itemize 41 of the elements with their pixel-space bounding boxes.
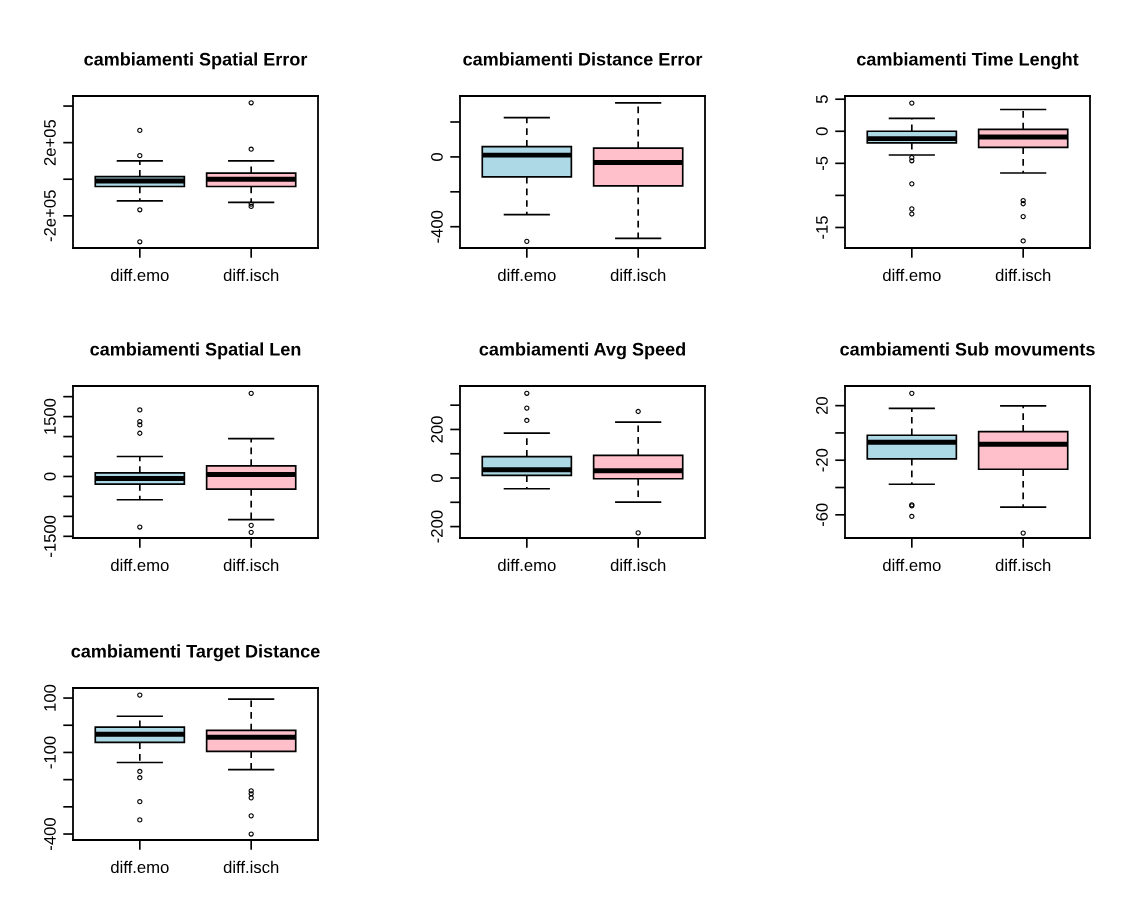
chart-title: cambiamenti Distance Error bbox=[463, 52, 703, 66]
chart-title: cambiamenti Target Distance bbox=[71, 644, 320, 662]
y-tick-label: 0 bbox=[44, 472, 56, 481]
y-tick-label: 0 bbox=[431, 474, 443, 483]
chart-title: cambiamenti Spatial Error bbox=[84, 52, 308, 70]
x-tick-label: diff.emo bbox=[111, 558, 169, 572]
chart-title: cambiamenti Spatial Len bbox=[90, 342, 301, 360]
y-tick-label: -400 bbox=[44, 817, 56, 850]
x-tick-label: diff.emo bbox=[498, 268, 556, 282]
y-tick-label: -400 bbox=[431, 210, 443, 243]
x-tick-label: diff.emo bbox=[498, 558, 556, 572]
y-tick-label: 0 bbox=[431, 152, 443, 161]
y-tick-label: -15 bbox=[816, 216, 828, 239]
y-tick-label: -60 bbox=[816, 503, 828, 527]
y-tick-label: 200 bbox=[431, 416, 443, 443]
y-tick-label: -100 bbox=[44, 736, 56, 769]
chart-title: cambiamenti Avg Speed bbox=[479, 342, 685, 360]
y-tick-label: -20 bbox=[816, 448, 828, 472]
x-tick-label: diff.emo bbox=[111, 268, 169, 282]
y-tick-label: 20 bbox=[816, 397, 828, 415]
x-tick-label: diff.emo bbox=[883, 268, 941, 282]
y-tick-label: 0 bbox=[816, 127, 828, 136]
y-tick-label: -5 bbox=[816, 156, 828, 171]
y-tick-label: 100 bbox=[44, 684, 56, 711]
y-tick-label: -1500 bbox=[44, 515, 56, 557]
x-tick-label: diff.isch bbox=[995, 558, 1051, 572]
x-tick-label: diff.emo bbox=[883, 558, 941, 572]
y-tick-label: -2e+05 bbox=[44, 190, 56, 242]
x-tick-label: diff.isch bbox=[223, 268, 279, 282]
y-tick-label: 5 bbox=[816, 95, 828, 104]
x-tick-label: diff.isch bbox=[223, 860, 279, 874]
x-tick-label: diff.isch bbox=[223, 558, 279, 572]
x-tick-label: diff.emo bbox=[111, 860, 169, 874]
x-tick-label: diff.isch bbox=[610, 268, 666, 282]
y-tick-label: 1500 bbox=[44, 398, 56, 434]
y-tick-label: -200 bbox=[431, 510, 443, 543]
x-tick-label: diff.isch bbox=[610, 558, 666, 572]
y-tick-label: 2e+05 bbox=[44, 119, 56, 166]
chart-title: cambiamenti Time Lenght bbox=[857, 52, 1079, 70]
chart-title: cambiamenti Sub movuments bbox=[840, 342, 1095, 356]
x-tick-label: diff.isch bbox=[995, 268, 1051, 282]
